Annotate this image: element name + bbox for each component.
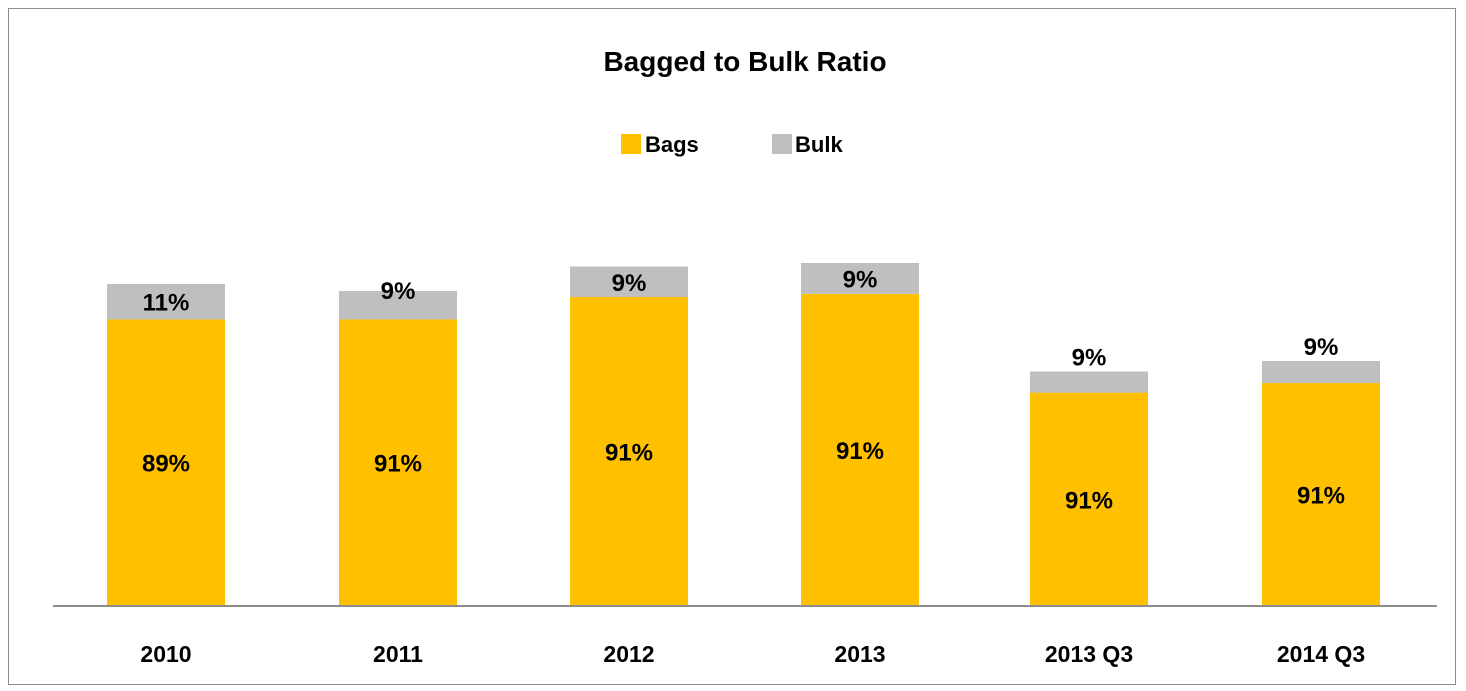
bar-bags-2013 [801, 293, 919, 606]
bar-bulk-2014-q3 [1262, 361, 1380, 384]
bar-bags-2010 [107, 319, 225, 606]
bar-bags-2013-q3 [1030, 392, 1148, 606]
data-label-bags: 91% [374, 451, 422, 478]
chart-title: Bagged to Bulk Ratio [603, 46, 886, 77]
bar-bulk-2013 [801, 263, 919, 294]
bar-bags-2014-q3 [1262, 383, 1380, 606]
data-label-bulk: 9% [843, 266, 878, 293]
legend-label-bulk: Bulk [795, 132, 843, 157]
data-label-bags: 91% [605, 440, 653, 467]
legend-swatch-bulk [772, 134, 792, 154]
legend-swatch-bags [621, 134, 641, 154]
data-label-bags: 89% [142, 451, 190, 478]
chart: Bagged to Bulk Ratio Bags Bulk 89% 11% 91% 9… [53, 46, 1437, 667]
category-label: 2013 [834, 641, 885, 667]
bar-bags-2011 [339, 319, 457, 606]
data-label-bulk: 9% [381, 278, 416, 305]
category-label: 2013 Q3 [1045, 641, 1133, 667]
category-label: 2010 [140, 641, 191, 667]
category-label: 2011 [373, 641, 423, 667]
bar-bulk-2010 [107, 284, 225, 320]
category-label: 2014 Q3 [1277, 641, 1365, 667]
chart-frame: Bagged to Bulk Ratio Bags Bulk 89% 11% 91% 9… [8, 8, 1456, 685]
bars: 89% 11% 91% 9% 91% 9% 91% 9% 91% 9% 91% 9% [107, 263, 1380, 606]
category-labels: 2010 2011 2012 2013 2013 Q3 2014 Q3 [140, 641, 1365, 667]
legend-label-bags: Bags [645, 132, 699, 157]
bar-bulk-2011 [339, 291, 457, 320]
data-label-bulk: 11% [143, 290, 190, 317]
bar-bulk-2013-q3 [1030, 371, 1148, 393]
data-label-bags: 91% [1297, 483, 1345, 510]
data-label-bulk: 9% [1072, 345, 1107, 372]
data-label-bags: 91% [1065, 487, 1113, 514]
bar-bags-2012 [570, 297, 688, 606]
legend: Bags Bulk [621, 132, 843, 157]
data-label-bags: 91% [836, 438, 884, 465]
data-label-bulk: 9% [1304, 334, 1339, 361]
category-label: 2012 [603, 641, 654, 667]
data-label-bulk: 9% [612, 270, 647, 297]
bar-bulk-2012 [570, 266, 688, 298]
